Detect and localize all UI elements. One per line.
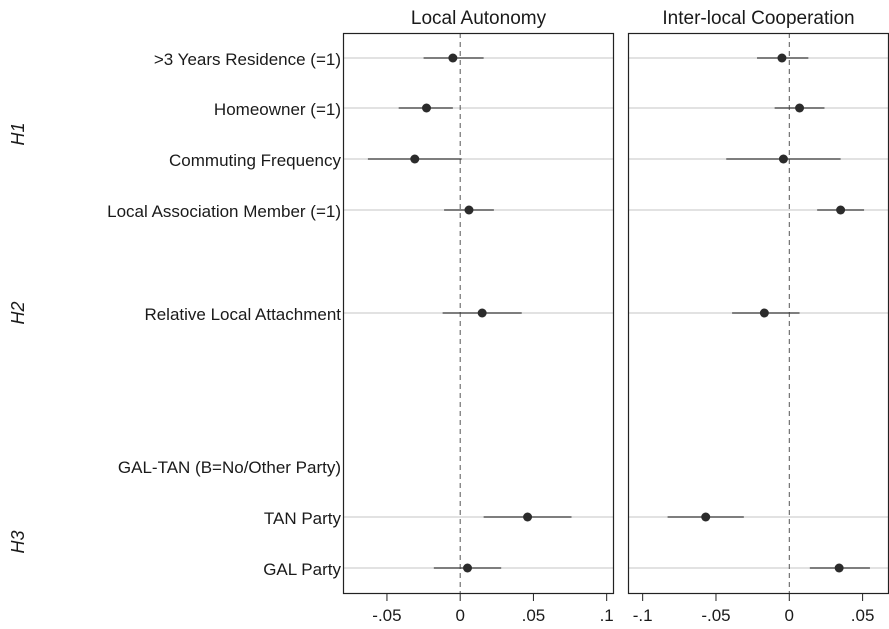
panel-title: Inter-local Cooperation — [662, 8, 854, 29]
point-tan-party — [701, 512, 711, 522]
point-tan-party — [523, 512, 533, 522]
panel-title: Local Autonomy — [411, 8, 547, 29]
panels: Local Autonomy -.05 0 .05 .1 Inter-local Coop… — [342, 8, 889, 625]
x-tick-label: .05 — [851, 606, 875, 625]
row-label-homeowner-1: Homeowner (=1) — [214, 100, 341, 119]
x-tick-label: -.05 — [701, 606, 730, 625]
point-commuting-frequency — [410, 154, 420, 164]
row-label-relative-local-attachment: Relative Local Attachment — [144, 305, 341, 324]
point-local-association-member-1 — [836, 205, 846, 215]
group-label-h1: H1 — [8, 122, 28, 145]
point-homeowner-1 — [795, 103, 805, 113]
row-label-3-years-residence-1: >3 Years Residence (=1) — [154, 50, 341, 69]
row-label-gal-tan-b-no-other-party: GAL-TAN (B=No/Other Party) — [118, 458, 341, 477]
group-labels: H1 H2 H3 — [8, 122, 28, 553]
point-gal-party — [834, 563, 844, 573]
point-commuting-frequency — [778, 154, 788, 164]
row-label-gal-party: GAL Party — [263, 560, 341, 579]
point-homeowner-1 — [421, 103, 431, 113]
row-label-tan-party: TAN Party — [264, 509, 342, 528]
x-tick-label: -.05 — [372, 606, 401, 625]
x-tick-label: .05 — [522, 606, 546, 625]
row-label-commuting-frequency: Commuting Frequency — [169, 151, 341, 170]
row-labels: >3 Years Residence (=1) Homeowner (=1) Com… — [107, 50, 349, 579]
point-3-years-residence-1 — [448, 53, 458, 63]
x-tick-label: 0 — [785, 606, 794, 625]
panel-local-autonomy: Local Autonomy -.05 0 .05 .1 — [342, 8, 615, 625]
point-3-years-residence-1 — [777, 53, 787, 63]
plot-frame — [342, 32, 615, 595]
point-gal-party — [463, 563, 473, 573]
point-relative-local-attachment — [477, 308, 487, 318]
panel-inter-local-cooperation: Inter-local Cooperation -.1 -.05 0 .05 — [627, 8, 889, 625]
x-tick-label: -.1 — [633, 606, 653, 625]
x-tick-label: 0 — [455, 606, 464, 625]
group-label-h2: H2 — [8, 301, 28, 324]
row-label-local-association-member-1: Local Association Member (=1) — [107, 202, 341, 221]
x-tick-label: .1 — [600, 606, 614, 625]
point-local-association-member-1 — [464, 205, 474, 215]
point-relative-local-attachment — [759, 308, 769, 318]
group-label-h3: H3 — [8, 530, 28, 553]
